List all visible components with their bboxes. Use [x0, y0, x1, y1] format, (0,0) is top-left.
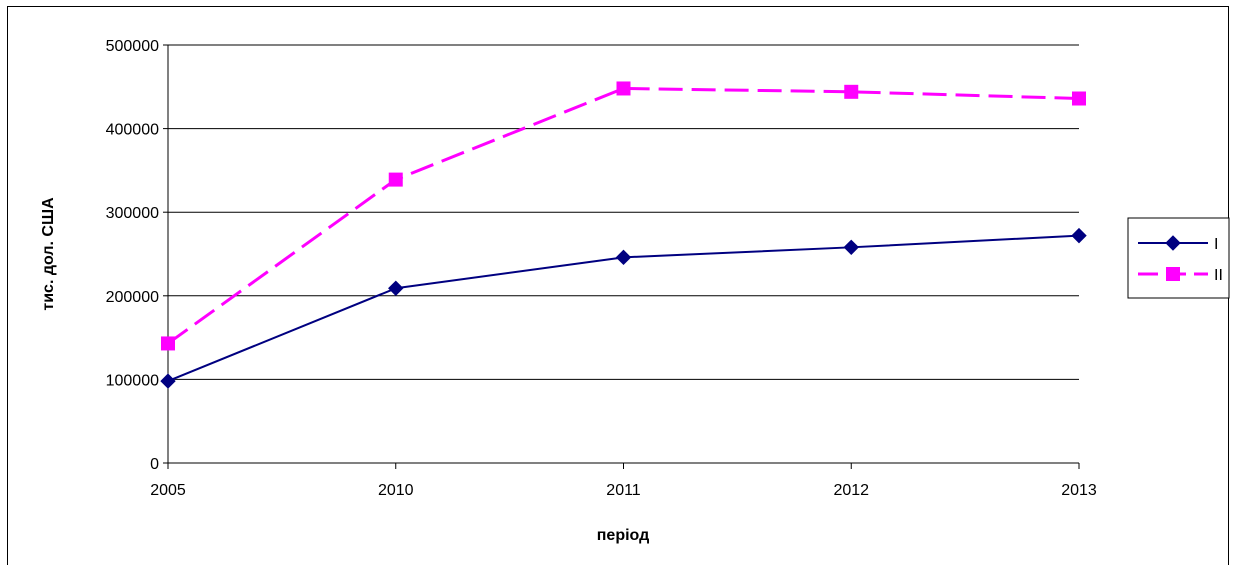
data-point-square	[388, 172, 403, 187]
x-tick-label: 2011	[606, 482, 641, 499]
data-point-diamond	[1071, 227, 1087, 244]
series-layer	[160, 81, 1087, 389]
legend-marker	[1165, 235, 1181, 251]
data-point-square	[161, 336, 175, 351]
data-point-square	[844, 84, 859, 99]
series-i	[160, 227, 1087, 389]
y-tick-label: 0	[150, 456, 159, 473]
x-tick-label: 2012	[833, 482, 869, 499]
data-point-diamond	[160, 373, 176, 389]
legend-box	[1127, 217, 1230, 299]
x-tick-label: 2010	[378, 482, 414, 499]
x-axis-title: період	[597, 527, 650, 544]
y-tick-label: 200000	[106, 289, 159, 306]
series-line	[167, 86, 1080, 345]
data-point-square	[1072, 91, 1086, 106]
y-axis-title: тис. дол. США	[40, 197, 57, 311]
legend-label: I	[1214, 236, 1218, 253]
data-point-diamond	[615, 249, 632, 266]
gridlines	[168, 44, 1079, 380]
data-point-diamond	[388, 280, 404, 296]
x-tick-label: 2005	[150, 482, 186, 499]
y-tick-label: 500000	[106, 38, 159, 55]
y-axis: 0 100000 200000 300000 400000 500000	[106, 38, 169, 473]
y-tick-label: 300000	[106, 205, 159, 222]
x-axis: 2005 2010 2011 2012 2013	[150, 462, 1097, 499]
legend: III	[1127, 217, 1230, 299]
data-point-square	[616, 81, 631, 96]
chart-frame: 0 100000 200000 300000 400000 500000 2005 2010…	[7, 6, 1230, 565]
y-tick-label: 100000	[106, 372, 159, 389]
line-chart: 0 100000 200000 300000 400000 500000 2005 2010…	[40, 38, 1230, 544]
data-point-diamond	[843, 239, 859, 256]
y-tick-label: 400000	[106, 122, 159, 139]
x-tick-label: 2013	[1061, 482, 1097, 499]
legend-marker	[1166, 267, 1180, 281]
legend-label: II	[1214, 267, 1223, 284]
series-ii	[161, 81, 1086, 351]
